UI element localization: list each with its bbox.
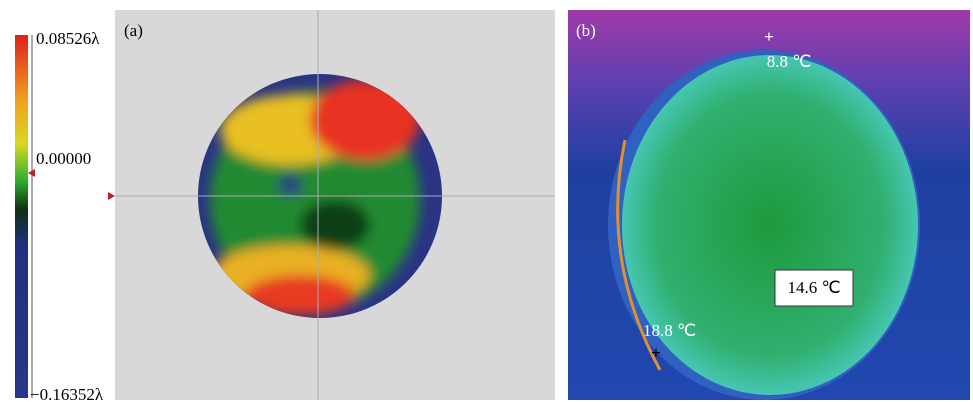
scale-max: 0.08526λ xyxy=(36,29,100,48)
page: {"panel_a": {"label": "(a)", "scale": {"… xyxy=(0,0,973,402)
cursor: + xyxy=(764,27,774,46)
temp-label: 18.8 ℃ xyxy=(643,321,696,340)
temp-label: 14.6 ℃ xyxy=(787,278,840,297)
panel-label: (b) xyxy=(576,21,596,40)
scale-min: −0.16352λ xyxy=(30,385,104,402)
figure: 0.08526λ 0.00000 −0.16352λ (a) + xyxy=(0,0,973,402)
temp-label: 8.8 ℃ xyxy=(767,52,812,71)
panel-label: (a) xyxy=(124,21,143,40)
colorbar xyxy=(15,35,28,398)
mirror xyxy=(622,55,918,395)
panel-b: + 8.8 ℃ 14.6 ℃ 18.8 ℃ + (b) xyxy=(568,10,970,400)
panel-a: 0.08526λ 0.00000 −0.16352λ (a) xyxy=(15,10,555,402)
marker xyxy=(108,192,115,200)
cursor: + xyxy=(651,343,661,362)
scale-mid: 0.00000 xyxy=(36,149,91,168)
